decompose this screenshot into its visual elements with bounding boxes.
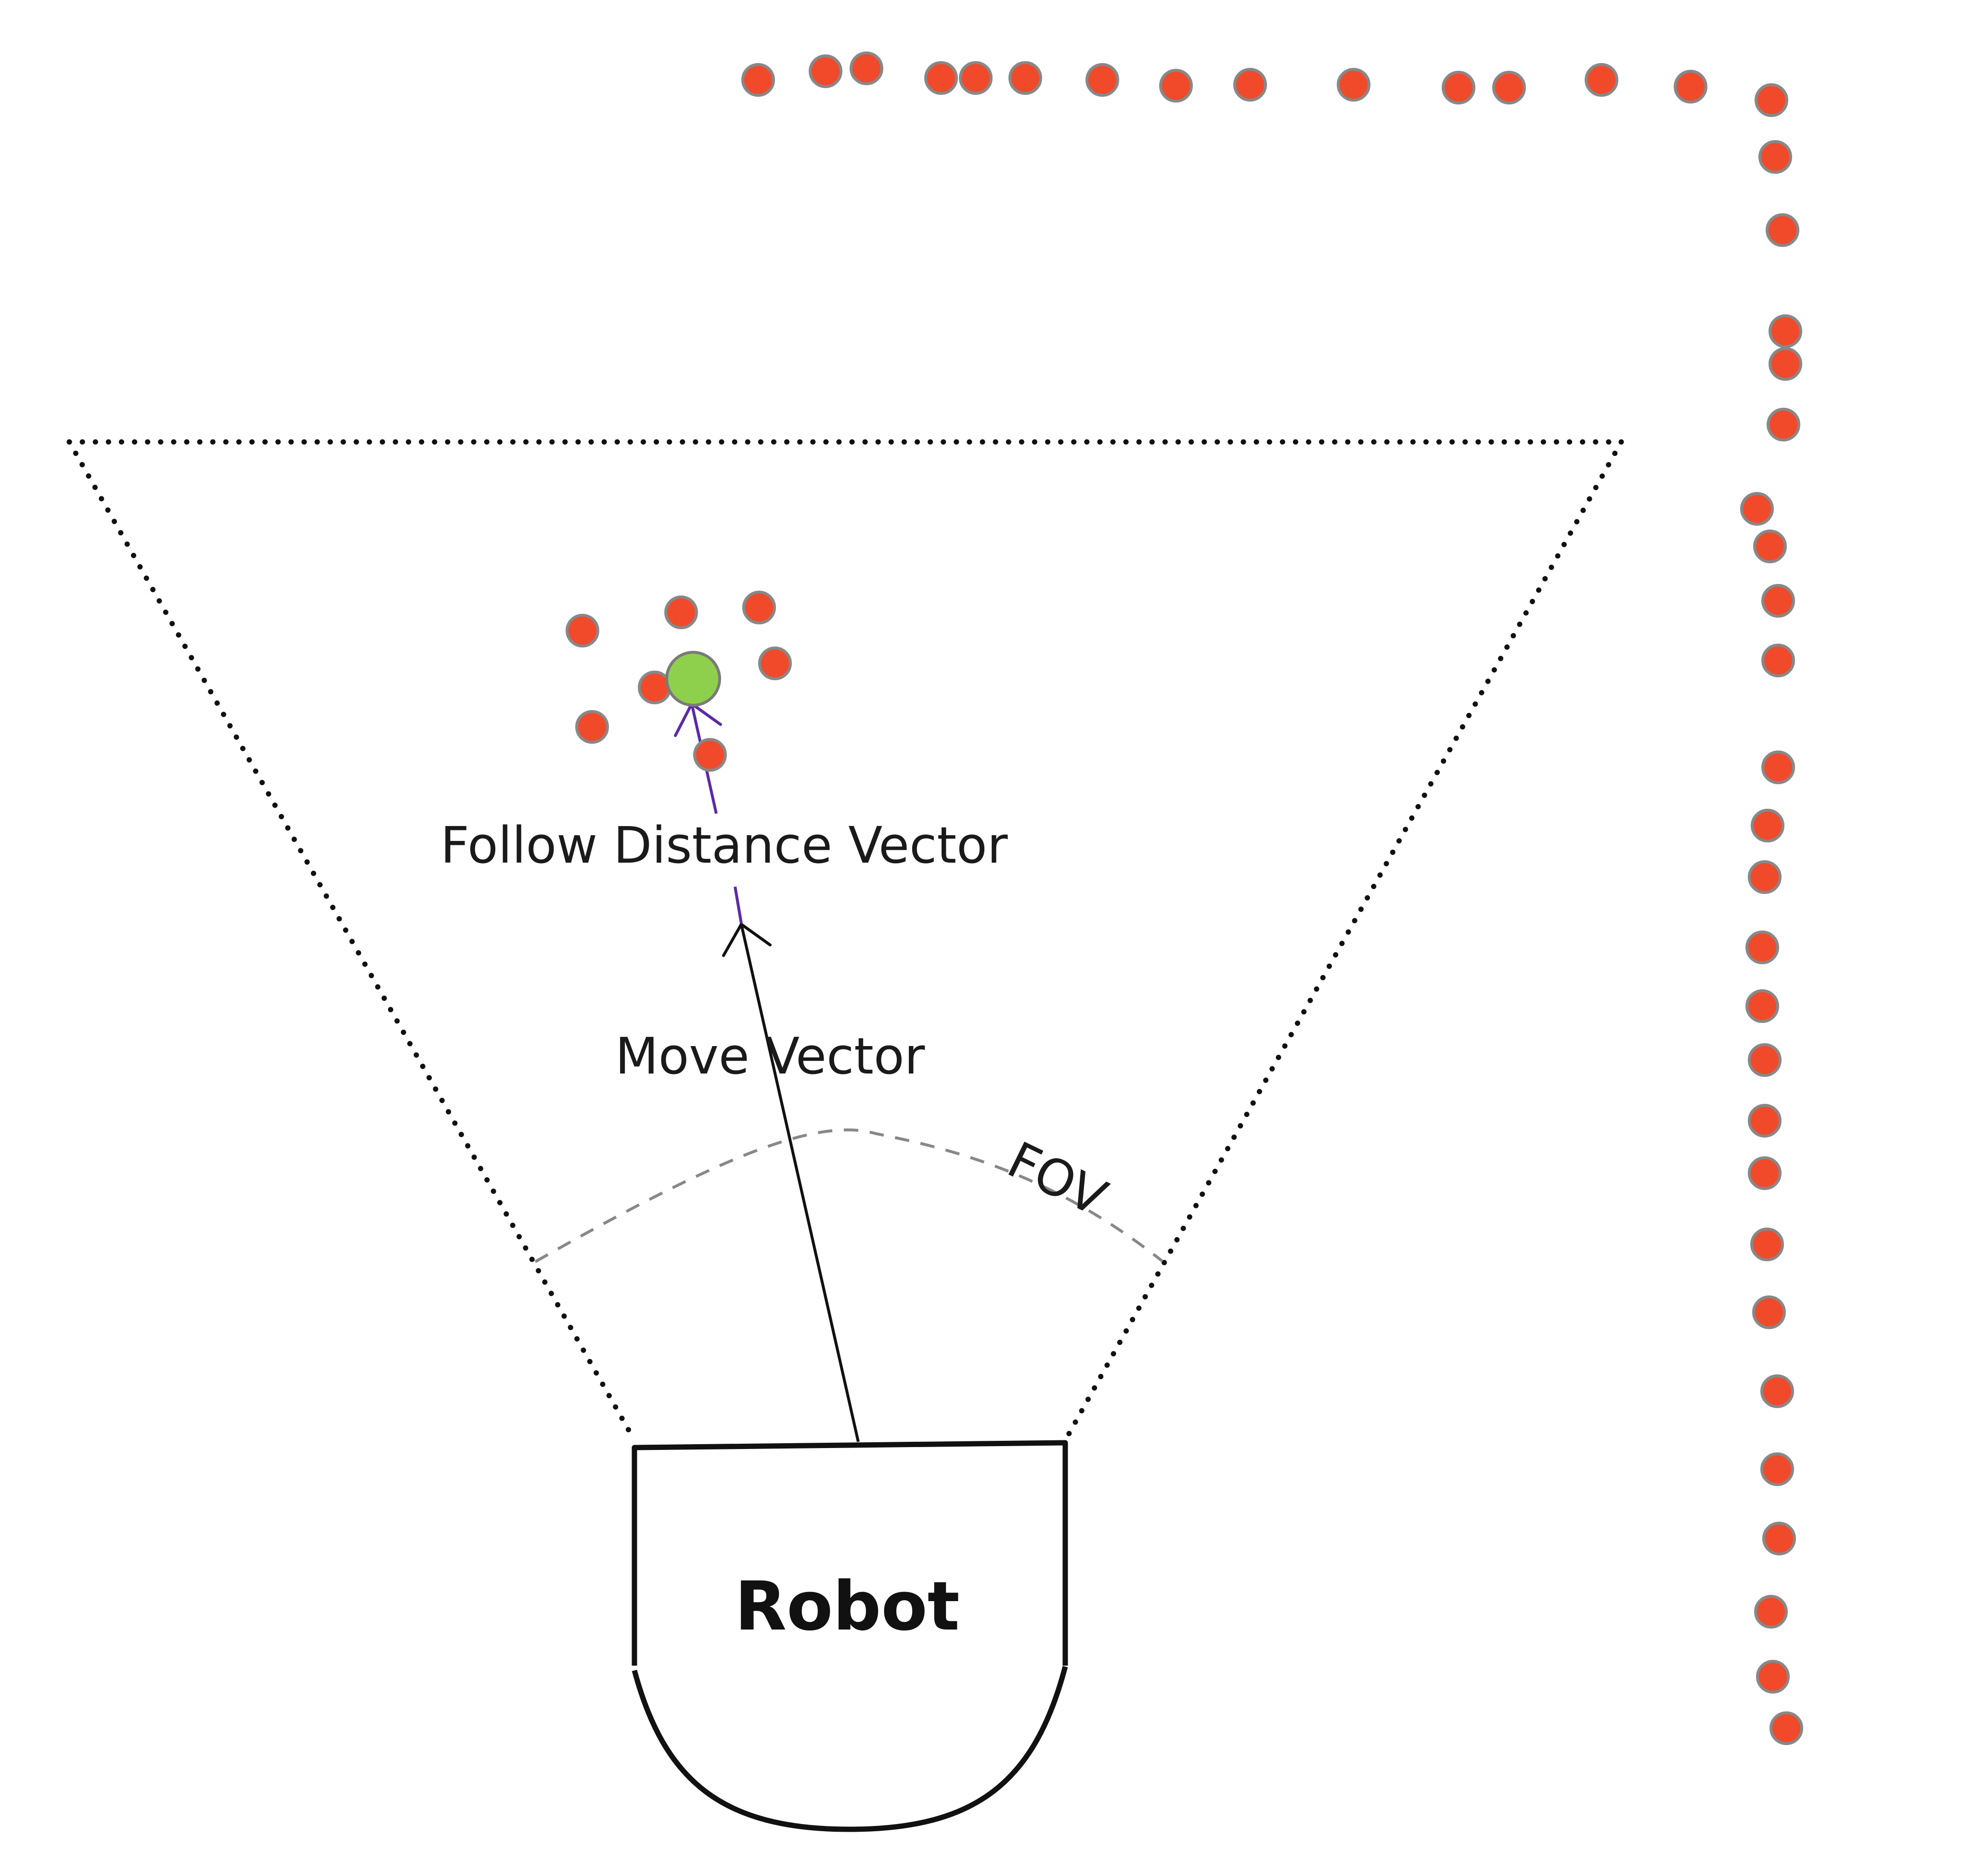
robot [632, 1440, 1068, 1832]
obstacle-point [1745, 931, 1779, 964]
obstacle-point [1769, 347, 1802, 381]
obstacle-point [1751, 809, 1784, 842]
obstacle-point [1750, 1228, 1784, 1261]
move-vector-arrowhead [722, 923, 772, 957]
point-cloud [566, 52, 1803, 1745]
obstacle-point [1585, 63, 1618, 97]
obstacle-point [1755, 83, 1788, 117]
obstacle-point [1766, 213, 1799, 247]
obstacle-point [1233, 68, 1267, 102]
obstacle-point [924, 61, 958, 95]
follow-distance-vector-label: Follow Distance Vector [440, 816, 1008, 875]
obstacle-point [1008, 61, 1042, 95]
obstacle-point [1442, 71, 1475, 104]
obstacle-point [742, 591, 776, 624]
obstacle-point [1748, 1043, 1782, 1077]
obstacle-point [1752, 1295, 1786, 1329]
obstacle-point [1761, 750, 1795, 784]
fov-arc [534, 1128, 1163, 1263]
obstacle-point [741, 63, 775, 97]
obstacle-point [959, 61, 993, 95]
obstacle-point [1756, 1660, 1790, 1694]
robot-body-outline [632, 1440, 1068, 1666]
fov-boundary [66, 439, 1624, 1443]
obstacle-point [1769, 1711, 1803, 1745]
fov-boundary-left [66, 439, 637, 1443]
fov-boundary-right [1062, 439, 1624, 1443]
obstacle-point [1740, 492, 1774, 526]
obstacle-point [1761, 584, 1795, 618]
obstacle-point [1748, 1156, 1782, 1190]
move-vector-label: Move Vector [615, 1027, 925, 1086]
obstacle-point [1674, 70, 1707, 104]
obstacle-point [1762, 1522, 1796, 1555]
obstacle-point [1159, 69, 1193, 103]
obstacle-point [693, 738, 727, 772]
target-person [665, 651, 721, 707]
obstacle-point [1760, 1374, 1794, 1408]
obstacle-point [758, 647, 792, 680]
obstacle-point [1337, 68, 1370, 102]
obstacle-point [1754, 1595, 1788, 1629]
obstacle-point [850, 52, 883, 85]
wall-points-right [1740, 140, 1803, 1745]
move-vector [722, 923, 860, 1442]
wall-points-top [741, 52, 1788, 117]
obstacle-point [1085, 63, 1119, 97]
obstacle-point [1492, 71, 1526, 104]
obstacle-point [1761, 644, 1795, 677]
obstacle-point [566, 614, 599, 647]
obstacle-point [1753, 530, 1787, 563]
obstacle-point [575, 710, 609, 744]
obstacle-point [1760, 1452, 1794, 1486]
robot-label: Robot [735, 1567, 959, 1646]
obstacle-point [1745, 989, 1779, 1023]
obstacle-point [1758, 140, 1792, 174]
robot-body-bottom [632, 1666, 1068, 1832]
cluster-points [566, 591, 792, 772]
obstacle-point [664, 595, 698, 629]
follow-vector-line-lower [734, 886, 743, 924]
obstacle-point [1769, 314, 1802, 348]
obstacle-point [1767, 408, 1800, 441]
obstacle-point [809, 54, 842, 88]
move-vector-line [740, 924, 860, 1442]
obstacle-point [1748, 1104, 1782, 1138]
obstacle-point [1748, 860, 1782, 894]
